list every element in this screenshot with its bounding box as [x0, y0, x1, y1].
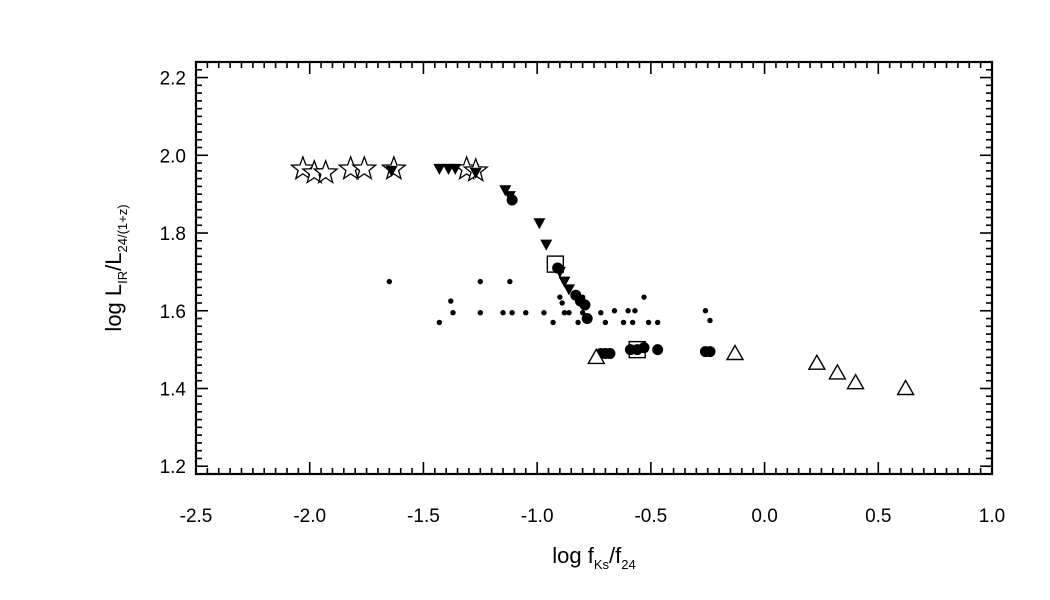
x-axis-label: log fKs/f24 — [552, 543, 635, 572]
open-triangle-marker — [807, 353, 827, 370]
y-tick-label: 1.4 — [160, 379, 187, 400]
small-dot-marker — [386, 278, 393, 285]
small-dot-marker — [566, 309, 572, 316]
filled-circle-marker — [581, 313, 593, 325]
y-tick-label: 1.2 — [160, 457, 186, 478]
filled-circle-marker — [506, 194, 518, 206]
open-square-marker — [546, 255, 565, 273]
x-axis-label-main: log f — [552, 543, 594, 568]
small-dot-marker — [707, 317, 713, 324]
triangle-down-marker — [469, 167, 482, 179]
filled-circle-marker — [704, 346, 716, 358]
filled-circle-marker — [652, 344, 664, 356]
x-tick-labels: -2.5 -2.0 -1.5 -1.0 -0.5 0.0 0.5 1.0 — [180, 506, 1006, 527]
small-dot-marker — [450, 309, 456, 316]
small-dot-marker — [702, 308, 709, 314]
y-axis-label-sub2: 24/(1+z) — [115, 204, 130, 252]
small-dot-marker — [500, 309, 506, 316]
open-square-marker — [628, 340, 646, 359]
small-dot-marker — [436, 319, 443, 326]
small-dot-marker — [559, 300, 565, 306]
x-tick-label: -2.5 — [180, 506, 213, 527]
small-dot-marker — [625, 308, 631, 314]
small-dot-marker — [509, 309, 515, 316]
small-dot-marker — [561, 309, 568, 316]
data-markers — [289, 155, 915, 396]
triangle-down-marker — [540, 239, 553, 251]
y-tick-label: 1.6 — [160, 302, 186, 323]
small-dot-marker — [448, 298, 454, 304]
x-tick-label: -0.5 — [634, 506, 667, 527]
small-dot-marker — [641, 294, 647, 300]
triangle-down-marker — [449, 163, 462, 175]
x-tick-label: 0.0 — [751, 506, 777, 527]
triangle-down-marker — [558, 276, 571, 288]
small-dot-marker — [575, 319, 581, 326]
filled-circle-marker — [604, 348, 616, 360]
filled-circle-marker — [579, 299, 591, 311]
small-dot-marker — [550, 319, 556, 326]
small-dot-marker — [654, 319, 661, 326]
open-triangle-marker — [725, 344, 745, 361]
small-dot-marker — [620, 319, 627, 326]
triangle-down-marker — [433, 163, 446, 175]
y-tick-label: 2.2 — [160, 69, 186, 90]
open-triangle-marker — [846, 373, 865, 390]
y-tick-labels: 1.2 1.4 1.6 1.8 2.0 2.2 — [160, 69, 187, 479]
small-dot-marker — [602, 319, 609, 326]
small-dot-marker — [477, 278, 483, 285]
triangle-down-marker — [499, 185, 512, 197]
small-dot-marker — [632, 308, 638, 314]
small-dot-marker — [557, 294, 563, 300]
star-marker — [289, 155, 317, 181]
y-axis-label-main: log L — [101, 284, 126, 332]
plot-frame — [194, 60, 994, 476]
y-axis-label: log LIR/L24/(1+z) — [101, 204, 130, 331]
small-dot-marker — [611, 308, 618, 314]
triangle-down-marker — [385, 165, 398, 177]
x-tick-label: 1.0 — [979, 506, 1005, 527]
open-triangle-marker — [587, 347, 606, 365]
small-dot-marker — [477, 309, 483, 316]
star-marker — [351, 155, 378, 181]
triangle-down-marker — [562, 284, 575, 296]
small-dot-marker — [523, 309, 529, 316]
triangle-down-marker — [533, 218, 546, 230]
x-tick-label: 0.5 — [865, 506, 891, 527]
x-axis-label-sub2: 24 — [621, 557, 635, 572]
open-triangle-marker — [828, 363, 847, 380]
filled-circle-marker — [638, 342, 650, 354]
small-dot-marker — [645, 319, 652, 326]
x-tick-label: -1.5 — [407, 506, 440, 527]
small-dot-marker — [579, 309, 586, 316]
x-tick-label: -1.0 — [521, 506, 554, 527]
y-axis-label-sub1: IR — [115, 271, 130, 284]
y-tick-label: 2.0 — [160, 146, 186, 167]
y-tick-label: 1.8 — [160, 224, 186, 245]
filled-circle-marker — [552, 262, 564, 274]
y-axis-label-mid: /L — [101, 252, 126, 270]
open-triangle-marker — [896, 379, 915, 396]
x-axis-label-sub1: Ks — [594, 557, 610, 572]
x-axis-label-mid: /f — [609, 543, 622, 568]
star-marker — [312, 158, 339, 184]
small-dot-marker — [507, 278, 513, 285]
small-dot-marker — [629, 319, 636, 326]
x-tick-label: -2.0 — [293, 506, 326, 527]
small-dot-marker — [541, 309, 547, 316]
axis-ticks — [195, 61, 993, 474]
small-dot-marker — [598, 309, 604, 316]
small-dot-marker — [579, 294, 586, 300]
